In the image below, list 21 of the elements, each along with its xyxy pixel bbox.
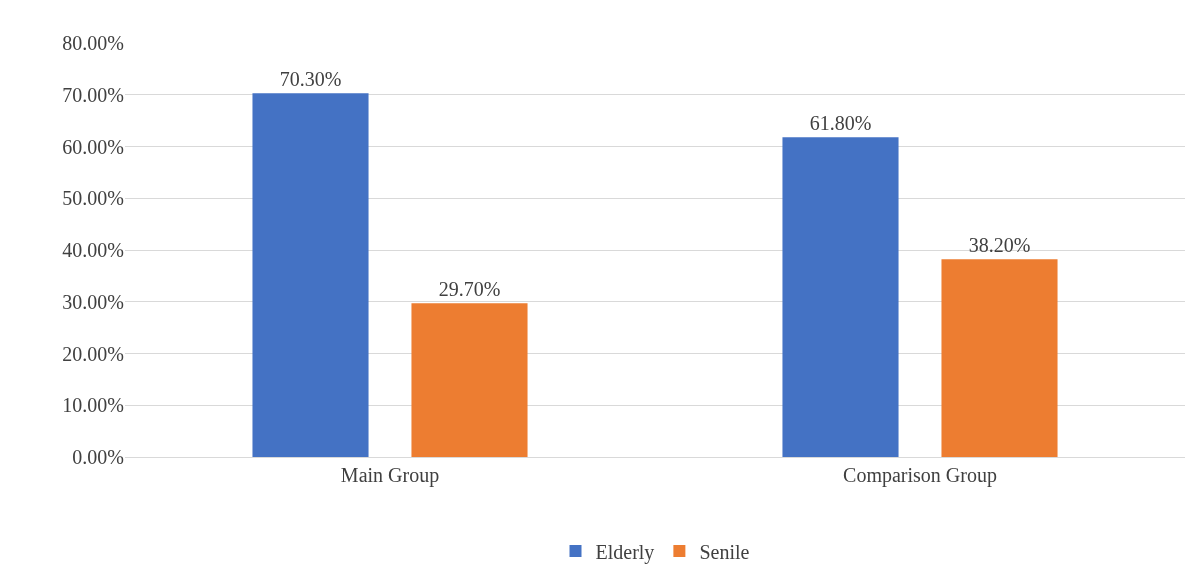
y-tick-label: 50.00% (62, 187, 124, 210)
legend-label: Senile (699, 540, 750, 563)
y-tick-label: 70.00% (62, 83, 124, 106)
y-tick-label: 0.00% (72, 446, 124, 468)
legend-label: Elderly (595, 540, 655, 564)
y-tick-label: 10.00% (62, 394, 124, 417)
data-label: 61.80% (809, 112, 872, 135)
data-label: 70.30% (279, 68, 342, 91)
y-tick-label: 30.00% (62, 290, 124, 313)
y-tick-label: 20.00% (62, 342, 124, 365)
x-tick-label: Main Group (340, 464, 440, 487)
y-tick-label: 80.00% (62, 32, 124, 54)
y-tick-label: 40.00% (62, 239, 124, 261)
data-label: 38.20% (968, 234, 1031, 257)
bar (252, 93, 369, 457)
data-label: 29.70% (438, 278, 501, 301)
y-tick-label: 60.00% (62, 135, 124, 158)
bar (782, 137, 899, 457)
x-tick-label: Comparison Group (843, 464, 997, 487)
bar (411, 303, 528, 457)
bar (941, 259, 1058, 457)
